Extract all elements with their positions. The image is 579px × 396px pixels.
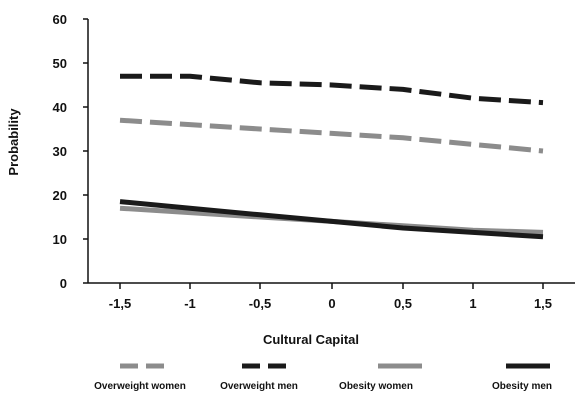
y-tick-label: 40 bbox=[53, 100, 67, 115]
x-axis-title: Cultural Capital bbox=[263, 332, 359, 347]
legend-label-overweight-men: Overweight men bbox=[220, 381, 298, 392]
y-tick-label: 60 bbox=[53, 12, 67, 27]
x-tick-label: 0,5 bbox=[394, 296, 412, 311]
x-tick-label: -1,5 bbox=[109, 296, 131, 311]
legend-label-obesity-women: Obesity women bbox=[339, 381, 413, 392]
y-tick-label: 20 bbox=[53, 188, 67, 203]
x-tick-label: -1 bbox=[184, 296, 196, 311]
x-tick-label: 1 bbox=[469, 296, 476, 311]
legend-label-overweight-women: Overweight women bbox=[94, 381, 186, 392]
series-line-obesity-men bbox=[119, 199, 544, 240]
x-tick-label: 1,5 bbox=[534, 296, 552, 311]
y-axis-title: Probability bbox=[6, 108, 21, 176]
series-line-overweight-men bbox=[120, 73, 544, 106]
legend-label-obesity-men: Obesity men bbox=[492, 381, 552, 392]
x-tick-label: 0 bbox=[328, 296, 335, 311]
legend: Overweight women Overweight men Obesity wo… bbox=[94, 363, 552, 392]
tick-labels: 0 10 20 30 40 50 60 -1,5 -1 -0,5 0 0,5 1 1,5 bbox=[53, 12, 553, 311]
y-tick-label: 30 bbox=[53, 144, 67, 159]
y-tick-label: 0 bbox=[60, 276, 67, 291]
axes bbox=[83, 18, 575, 289]
x-tick-label: -0,5 bbox=[249, 296, 271, 311]
y-tick-label: 50 bbox=[53, 56, 67, 71]
series-line-overweight-women bbox=[119, 117, 544, 154]
series-lines bbox=[119, 73, 544, 240]
y-tick-label: 10 bbox=[53, 232, 67, 247]
